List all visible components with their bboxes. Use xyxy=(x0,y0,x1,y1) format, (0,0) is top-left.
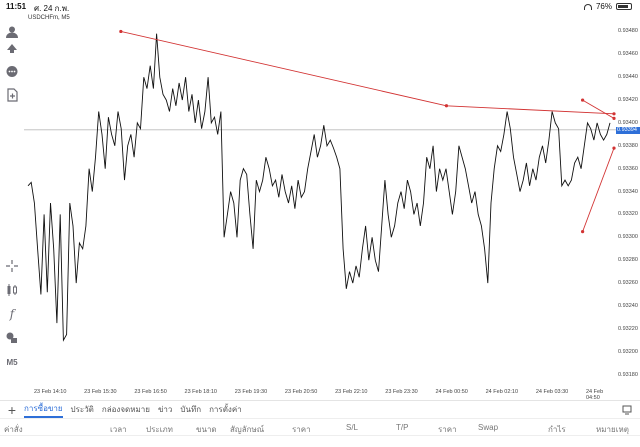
trendline-anchor[interactable] xyxy=(119,29,123,34)
tab-trade[interactable]: การซื้อขาย xyxy=(24,402,63,418)
price-chart[interactable] xyxy=(24,14,616,400)
col-type: ประเภท xyxy=(146,425,173,434)
time-tick-label: 23 Feb 23:30 xyxy=(385,389,418,395)
time-tick-label: 23 Feb 20:50 xyxy=(284,389,318,395)
price-tick-label: 0.93420 xyxy=(618,97,638,104)
time-tick-label: 23 Feb 18:10 xyxy=(184,389,217,395)
col-size: ขนาด xyxy=(196,425,217,434)
trendline-anchor[interactable] xyxy=(612,116,616,120)
time-tick-label: 24 Feb 02:10 xyxy=(485,389,519,395)
status-time: 11:51 xyxy=(6,2,27,11)
candles-icon[interactable] xyxy=(4,282,20,298)
time-tick-label: 23 Feb 14:10 xyxy=(34,389,67,395)
time-tick-label: 23 Feb 19:30 xyxy=(234,389,268,395)
tab-history[interactable]: ประวัติ xyxy=(70,405,94,414)
col-price: ราคา xyxy=(292,425,311,434)
price-tick-label: 0.93340 xyxy=(618,188,638,195)
tab-settings[interactable]: การตั้งค่า xyxy=(209,405,242,414)
trendline-anchor[interactable] xyxy=(444,104,449,108)
objects-icon[interactable] xyxy=(4,330,20,346)
price-tick-label: 0.93460 xyxy=(618,51,638,58)
time-tick-label: 23 Feb 15:30 xyxy=(84,389,117,395)
col-comment: หมายเหตุ xyxy=(596,425,629,434)
col-time: เวลา xyxy=(110,425,127,434)
price-tick-label: 0.93380 xyxy=(618,142,638,149)
trendline-2[interactable] xyxy=(582,147,615,232)
col-order: ค่าสั่ง xyxy=(4,425,23,434)
trendline-anchor[interactable] xyxy=(612,146,616,150)
col-swap: Swap xyxy=(478,423,499,432)
status-right: 76% xyxy=(583,2,632,11)
col-symbol: สัญลักษณ์ xyxy=(230,425,265,434)
chat-icon[interactable] xyxy=(4,64,20,80)
status-date: ศ. 24 ก.พ. xyxy=(34,4,70,13)
price-tick-label: 0.93260 xyxy=(618,280,638,287)
trendline-anchor[interactable] xyxy=(581,98,585,102)
tab-journal[interactable]: บันทึก xyxy=(180,405,202,414)
user-icon[interactable] xyxy=(4,24,20,40)
price-tick-label: 0.93300 xyxy=(618,234,638,241)
battery-percent: 76% xyxy=(595,2,612,11)
indicators-icon[interactable]: f xyxy=(9,307,15,321)
trendline-anchor[interactable] xyxy=(612,112,616,116)
tab-mailbox[interactable]: กล่องจดหมาย xyxy=(101,405,150,414)
price-tick-label: 0.93200 xyxy=(618,348,638,355)
time-tick-label: 24 Feb 00:50 xyxy=(435,389,468,395)
price-tick-label: 0.93280 xyxy=(618,257,638,264)
col-profit: กำไร xyxy=(548,425,566,434)
bottom-tab-bar: + การซื้อขาย ประวัติ กล่องจดหมาย ข่าว บั… xyxy=(0,400,640,418)
price-tick-label: 0.93320 xyxy=(618,211,638,218)
trendline-1[interactable] xyxy=(582,99,615,119)
chart-symbol: USDCHFm, M5 xyxy=(28,15,70,21)
trade-columns-header: ค่าสั่ง เวลา ประเภท ขนาด สัญลักษณ์ ราคา … xyxy=(0,418,640,436)
col-tp: T/P xyxy=(396,423,409,432)
price-line xyxy=(27,33,611,342)
price-axis: 0.93480 0.93460 0.93440 0.93420 0.93400 0.933… xyxy=(616,14,640,400)
home-indicator xyxy=(0,436,640,447)
time-tick-label: 24 Feb 03:30 xyxy=(535,389,569,395)
price-tick-label: 0.93180 xyxy=(618,371,638,378)
current-price-label: 0.93394 xyxy=(616,126,640,134)
battery-icon xyxy=(616,3,632,10)
trade-arrows-icon[interactable] xyxy=(4,40,20,56)
trendline-anchor[interactable] xyxy=(581,229,585,234)
time-tick-label: 24 Feb 04:50 xyxy=(586,389,604,401)
new-document-icon[interactable] xyxy=(4,87,20,103)
price-tick-label: 0.93400 xyxy=(618,119,638,126)
price-tick-label: 0.93220 xyxy=(618,325,638,332)
add-button[interactable]: + xyxy=(7,401,17,418)
price-tick-label: 0.93440 xyxy=(618,74,638,81)
expand-panel-icon[interactable] xyxy=(622,405,632,415)
price-tick-label: 0.93480 xyxy=(618,28,638,35)
wifi-icon xyxy=(583,3,592,10)
status-bar: 11:51 ศ. 24 ก.พ. 76% xyxy=(0,0,640,14)
tab-news[interactable]: ข่าว xyxy=(157,405,173,414)
left-toolbar: f M5 xyxy=(0,14,24,400)
col-price-current: ราคา xyxy=(438,425,457,434)
time-tick-label: 23 Feb 22:10 xyxy=(335,389,368,395)
price-tick-label: 0.93360 xyxy=(618,165,638,172)
price-tick-label: 0.93240 xyxy=(618,302,638,309)
trendline-0[interactable] xyxy=(120,30,615,115)
col-sl: S/L xyxy=(346,423,359,432)
timeframe-icon[interactable]: M5 xyxy=(6,357,18,367)
time-axis: 23 Feb 14:10 23 Feb 15:30 23 Feb 16:50 23 F… xyxy=(24,387,616,401)
crosshair-icon[interactable] xyxy=(4,258,20,274)
time-tick-label: 23 Feb 16:50 xyxy=(134,389,167,395)
